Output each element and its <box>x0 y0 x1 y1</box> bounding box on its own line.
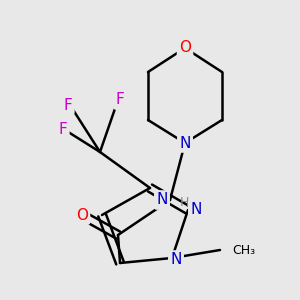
Text: N: N <box>179 136 191 151</box>
Text: F: F <box>58 122 68 137</box>
Text: O: O <box>179 40 191 56</box>
Text: N: N <box>170 253 182 268</box>
Text: O: O <box>76 208 88 223</box>
Text: H: H <box>179 196 189 209</box>
Text: N: N <box>190 202 202 217</box>
Text: F: F <box>116 92 124 107</box>
Text: F: F <box>64 98 72 112</box>
Text: CH₃: CH₃ <box>232 244 255 256</box>
Text: N: N <box>156 193 168 208</box>
